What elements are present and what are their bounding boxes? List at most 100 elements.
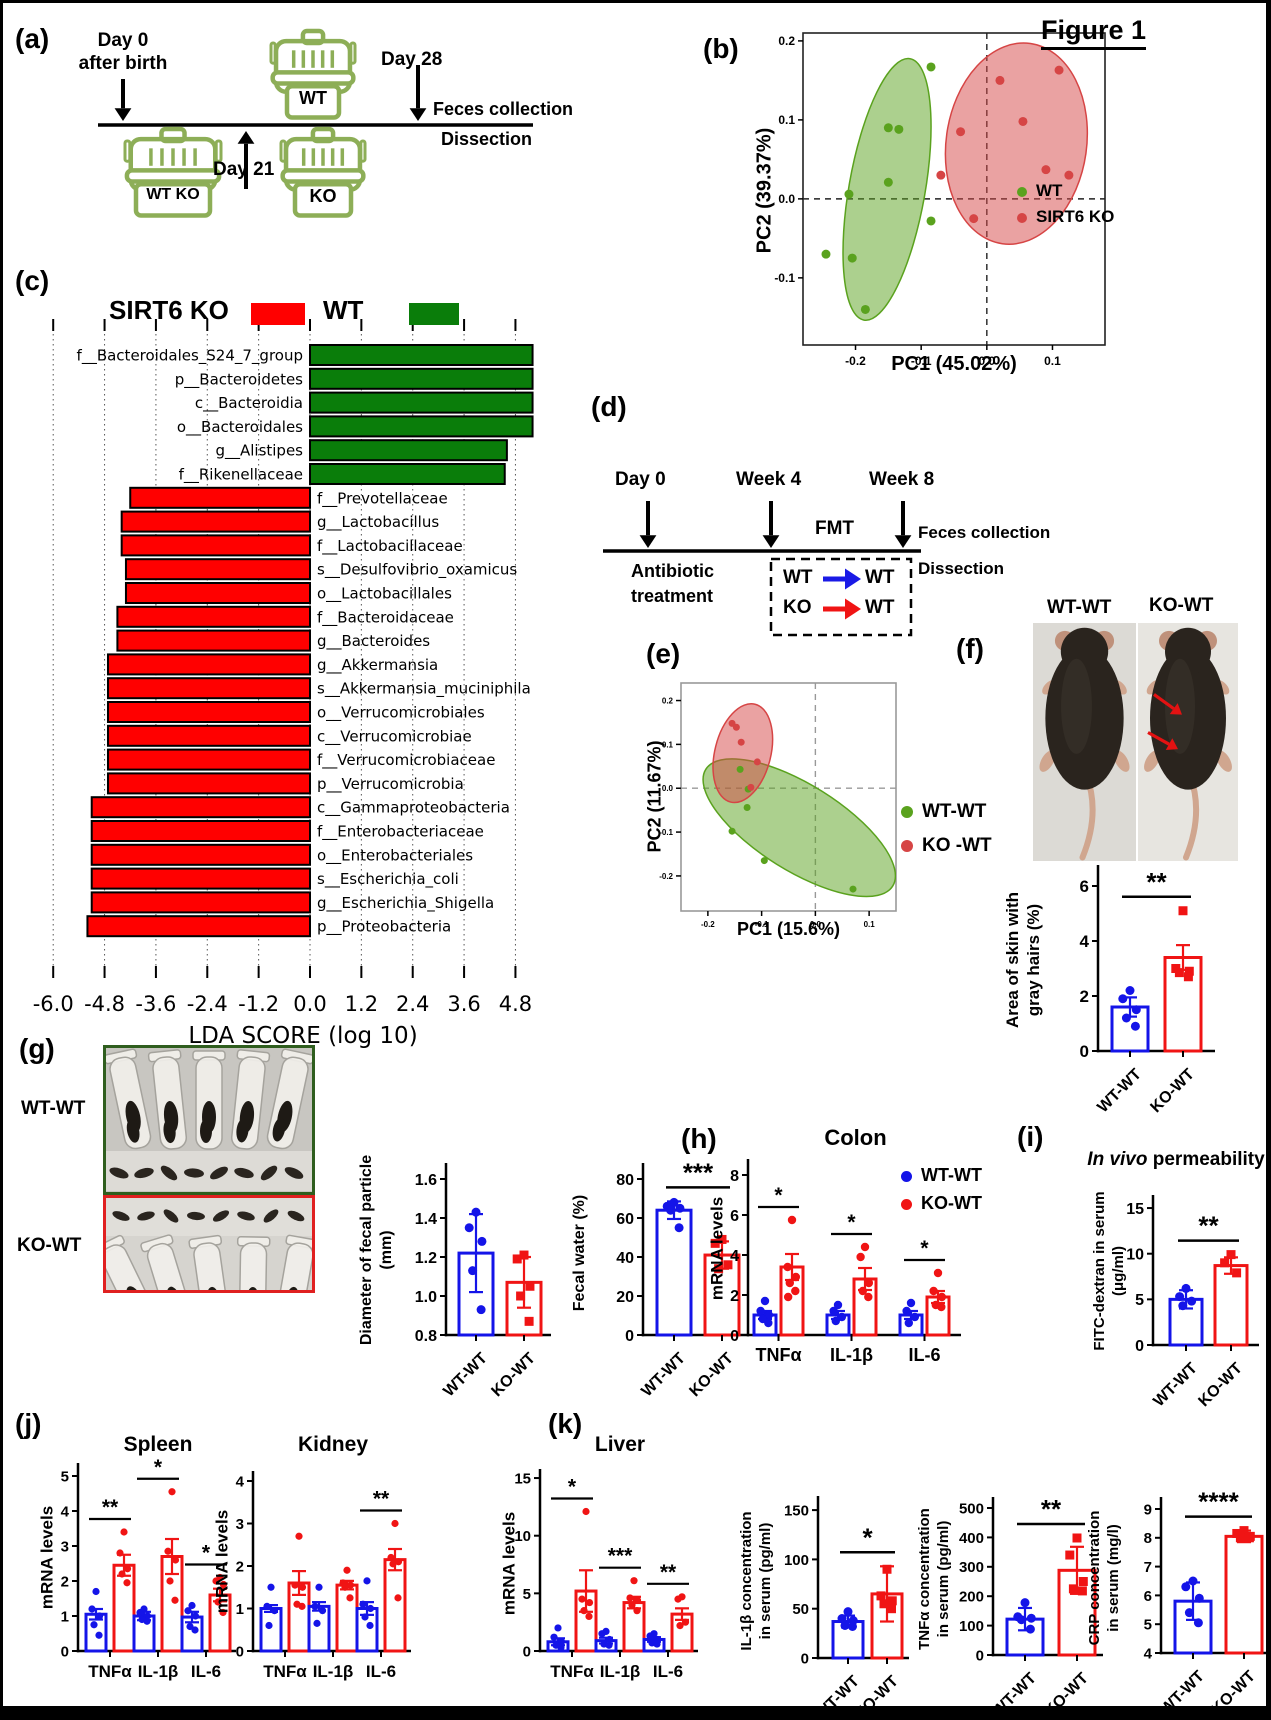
bar [1224,1534,1264,1655]
svg-text:100: 100 [959,1618,984,1635]
svg-text:3.6: 3.6 [447,992,480,1016]
data-point [676,1622,684,1630]
svg-text:c__Bacteroidia: c__Bacteroidia [195,394,303,413]
taxon-bar [309,344,534,366]
j-liver-y-axis-label: mRNA levels [499,1512,519,1616]
data-point [837,1614,847,1624]
data-point [849,885,857,893]
data-point [550,1633,558,1641]
svg-text:-6.0: -6.0 [33,992,74,1016]
panel-h-label: (h) [681,1123,717,1154]
d-antibiotic-label-1: Antibiotic [631,561,714,581]
data-point [1020,1598,1030,1608]
data-point [346,1594,354,1602]
a-day0-label: Day 0 after birth [78,30,168,74]
data-point [969,214,979,224]
data-point [732,723,740,731]
bar [259,1607,283,1653]
a-day28-label: Day 28 [381,49,443,70]
d-antibiotic-label-2: treatment [631,586,714,606]
data-point [557,1638,566,1646]
svg-text:-2.4: -2.4 [187,992,228,1016]
data-point [519,1250,529,1260]
data-point [580,1607,588,1615]
data-point [1078,1577,1088,1586]
svg-text:50: 50 [792,1601,809,1618]
svg-text:0.1: 0.1 [662,740,674,749]
data-point [1072,1533,1082,1543]
mouse-photo [1138,623,1238,861]
svg-text:2: 2 [236,1558,244,1575]
data-point [633,1607,641,1615]
g-photo-label-kowt: KO-WT [17,1235,82,1256]
svg-text:WT-WT: WT-WT [1150,1360,1201,1411]
h-legend-wtwt: WT-WT [901,1165,982,1186]
data-point [626,1594,634,1602]
h-wtwt-dot-icon [901,1170,912,1182]
data-point [291,1581,299,1589]
data-point [1181,1582,1191,1592]
svg-text:0.2: 0.2 [778,34,795,48]
svg-text:**: ** [1041,1494,1062,1524]
k-crp-y-axis-label: CRP concentration in serum (mg/l) [1086,1510,1122,1646]
svg-text:8: 8 [1144,1530,1152,1547]
svg-text:o__Lactobacillales: o__Lactobacillales [317,585,452,604]
a-cage-wt-label: WT [299,88,327,108]
data-point [471,1207,481,1217]
svg-text:f__Lactobacillaceae: f__Lactobacillaceae [317,537,463,556]
g-diameter-y-axis-label: Diameter of fecal particle (mm) [358,1154,395,1345]
data-point [1018,116,1028,126]
data-point [1188,1576,1198,1586]
f-y-axis-label: Area of skin with gray hairs (%) [1003,891,1043,1028]
feces-photo [103,1045,315,1195]
data-point [864,1292,873,1302]
data-point [1235,1533,1245,1543]
svg-text:**: ** [1146,867,1167,897]
j_liver-chart: 0 5 10 15 TNFα * IL-1β *** IL-6 ** [514,1469,698,1681]
svg-text:f__Rikenellaceae: f__Rikenellaceae [179,466,303,485]
data-point [785,1278,794,1288]
data-point [92,1587,100,1596]
h-kowt-dot-icon [901,1198,912,1210]
d-timeline [603,501,921,637]
svg-text:-0.2: -0.2 [659,872,673,881]
data-point [926,216,936,226]
data-point [168,1488,176,1496]
svg-text:0.1: 0.1 [864,920,876,929]
svg-text:***: *** [608,1545,633,1568]
svg-text:60: 60 [616,1211,634,1228]
panel-c-label: (c) [15,265,50,296]
j-spleen-y-axis-label: mRNA levels [37,1506,57,1610]
d-week4-label: Week 4 [736,469,802,490]
svg-text:0: 0 [61,1643,69,1660]
data-point [674,1223,684,1233]
taxon-bar [309,391,534,414]
svg-text:p__Bacteroidetes: p__Bacteroidetes [175,370,303,389]
data-point [270,1607,279,1615]
h_colon-chart: 0 2 4 6 8 TNFα * IL-1β * IL-6 * [730,1159,961,1365]
svg-text:TNFα: TNFα [263,1662,307,1681]
svg-text:0.1: 0.1 [778,113,795,127]
data-point [1181,1283,1191,1293]
svg-text:15: 15 [1126,1201,1144,1218]
svg-text:IL-6: IL-6 [191,1662,221,1681]
taxon-bar [106,724,312,747]
svg-text:100: 100 [784,1552,809,1569]
j-kidney-y-axis-label: mRNA levels [212,1510,232,1614]
b-legend-wt: WT [1017,181,1062,201]
data-point [598,1630,606,1638]
data-point [760,1296,770,1306]
svg-text:c__Verrucomicrobiae: c__Verrucomicrobiae [317,727,472,746]
svg-text:KO-WT: KO-WT [1147,1066,1198,1117]
j_kidney-chart: 0 1 2 3 4 TNFα IL-1β IL-6 ** [236,1471,411,1681]
svg-text:3: 3 [61,1538,69,1555]
data-point [995,75,1005,85]
svg-text:KO-WT: KO-WT [851,1673,902,1720]
data-point [188,1601,196,1610]
data-point [837,1312,847,1322]
data-point [311,1602,319,1610]
svg-text:4.8: 4.8 [499,992,532,1016]
data-point [791,1286,800,1296]
